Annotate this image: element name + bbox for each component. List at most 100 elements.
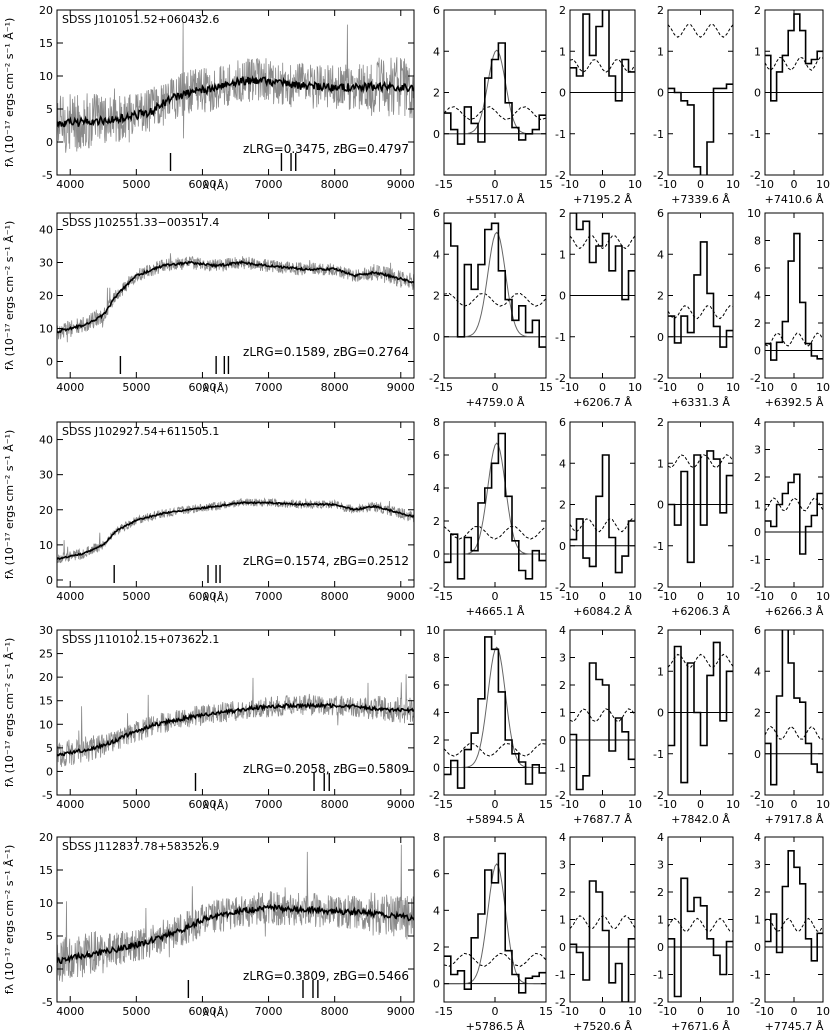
y-tick-label: 6 [559,416,566,429]
x-tick-label: 10 [726,381,740,394]
line-center-wavelength: +7842.0 Å [671,813,730,826]
y-tick-label: 0 [559,941,566,954]
x-tick-label: -10 [756,798,774,811]
y-axis-label: fλ (10⁻¹⁷ ergs cm⁻² s⁻¹ Å⁻¹) [3,18,16,168]
y-tick-label: 5 [46,103,53,116]
y-tick-label: -5 [42,996,53,1009]
x-tick-label: 7000 [255,590,283,603]
y-tick-label: 20 [39,290,53,303]
line-zoom-panel: -10 0 10 -2 0 2 4 6 +6331.3 Å [653,207,740,409]
noise-level-line [765,497,823,512]
line-center-wavelength: +7917.8 Å [765,813,824,826]
noise-level-line [765,917,823,932]
spectrum-raw-flux [57,253,414,343]
x-tick-label: 0 [697,381,704,394]
y-tick-label: 10 [426,624,440,637]
y-tick-label: 0 [46,765,53,778]
x-tick-label: 4000 [56,590,84,603]
x-tick-label: 0 [791,381,798,394]
x-tick-label: -10 [561,798,579,811]
object-name: SDSS J101051.52+060432.6 [62,13,219,26]
x-tick-label: 10 [816,381,830,394]
y-tick-label: 0 [754,748,761,761]
main-panel-frame [56,629,415,796]
x-tick-label: -10 [756,590,774,603]
flux-histogram [444,42,546,145]
line-zoom-panel: -10 0 10 -2 0 2 4 6 +6084.2 Å [555,416,642,618]
y-tick-label: -2 [653,372,664,385]
noise-level-line [668,305,733,320]
x-tick-label: -10 [561,178,579,191]
object-name: SDSS J102551.33−003517.4 [62,216,219,229]
y-tick-label: 4 [559,831,566,844]
line-center-wavelength: +7195.2 Å [573,193,632,206]
y-tick-label: 10 [747,207,761,220]
x-tick-label: 10 [816,178,830,191]
y-tick-label: -2 [653,169,664,182]
y-tick-label: -1 [653,128,664,141]
line-center-wavelength: +7671.6 Å [671,1020,730,1031]
y-tick-label: -1 [555,128,566,141]
x-tick-label: 9000 [387,1005,415,1018]
y-tick-label: 2 [657,290,664,303]
y-tick-label: 4 [754,416,761,429]
y-tick-label: 2 [657,416,664,429]
y-tick-label: 0 [46,136,53,149]
x-tick-label: 15 [539,178,553,191]
y-tick-label: 2 [559,679,566,692]
y-tick-label: -2 [555,996,566,1009]
x-tick-label: 7000 [255,381,283,394]
zoom-panel-frame [569,421,636,588]
y-tick-label: 4 [433,482,440,495]
gaussian-fit [444,442,546,555]
y-tick-label: 4 [754,831,761,844]
noise-level-line [444,106,546,121]
x-tick-label: 0 [599,178,606,191]
x-axis-label: λ (Å) [202,799,228,812]
y-tick-label: 2 [559,886,566,899]
zoom-panel-frame [443,212,547,379]
y-tick-label: -1 [653,969,664,982]
y-tick-label: -2 [429,789,440,802]
y-tick-label: 4 [433,904,440,917]
redshift-label: zLRG=0.2058, zBG=0.5809 [243,762,409,776]
y-tick-label: -1 [555,762,566,775]
gaussian-fit [444,49,546,135]
noise-level-line [570,58,635,73]
x-tick-label: 6000 [188,590,216,603]
x-tick-label: 0 [599,798,606,811]
line-zoom-panel: -10 0 10 -2 0 2 4 6 +7917.8 Å [750,624,830,826]
y-tick-label: 2 [754,4,761,17]
line-center-wavelength: +6392.5 Å [765,396,824,409]
line-zoom-panel: -15 0 15 0 2 4 6 +5517.0 Å [433,4,553,206]
x-tick-label: -10 [756,178,774,191]
y-tick-label: 2 [754,707,761,720]
x-tick-label: 0 [599,381,606,394]
zoom-panel-frame [667,212,734,379]
noise-level-line [765,725,823,740]
x-tick-label: 0 [697,1005,704,1018]
y-axis-label: fλ (10⁻¹⁷ ergs cm⁻² s⁻¹ Å⁻¹) [3,638,16,788]
flux-histogram [668,83,733,175]
noise-level-line [444,742,546,757]
noise-level-line [668,917,733,932]
line-center-wavelength: +6206.3 Å [671,605,730,618]
flux-histogram [570,662,635,791]
x-tick-label: 8000 [321,798,349,811]
flux-histogram [765,473,823,555]
y-tick-label: 40 [39,434,53,447]
y-tick-label: 6 [433,449,440,462]
x-tick-label: 0 [492,381,499,394]
x-tick-label: 10 [726,178,740,191]
x-axis-label: λ (Å) [202,591,228,604]
spectrum-raw-flux [57,22,414,153]
flux-histogram [765,13,823,102]
y-tick-label: -1 [555,969,566,982]
y-tick-label: 0 [754,87,761,100]
flux-histogram [765,232,823,361]
x-tick-label: 10 [816,590,830,603]
y-tick-label: 2 [433,87,440,100]
